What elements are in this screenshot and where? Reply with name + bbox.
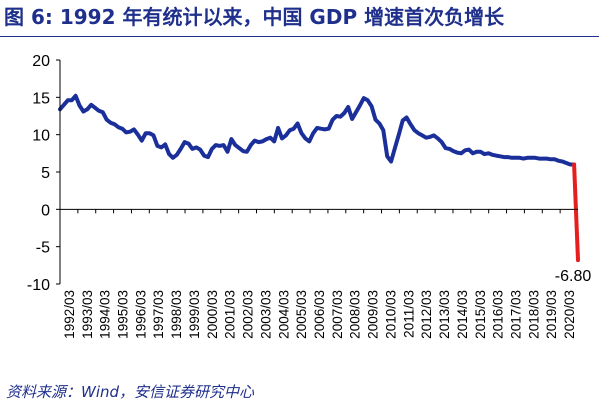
x-tick-label: 2019/03 — [544, 290, 559, 339]
x-tick-label: 2011/03 — [401, 290, 416, 338]
x-tick-label: 2018/03 — [526, 290, 541, 339]
x-tick-label: 1998/03 — [169, 290, 184, 339]
data-label-latest: -6.80 — [555, 268, 592, 285]
x-tick-label: 1997/03 — [151, 290, 166, 339]
gdp-growth-line-chart: -10 -5 0 5 10 15 20 1992/03 1993/03 1994/03 1995/… — [27, 53, 592, 339]
x-tick-label: 2000/03 — [205, 290, 220, 339]
x-tick-label: 2008/03 — [348, 290, 363, 339]
x-tick-label: 1999/03 — [187, 290, 202, 339]
x-tick-label: 2010/03 — [383, 290, 398, 339]
x-tick-label: 2015/03 — [473, 290, 488, 339]
x-tick-label: 2012/03 — [419, 290, 434, 339]
x-tick-label: 2020/03 — [562, 290, 577, 339]
x-tick-label: 2003/03 — [258, 290, 273, 339]
y-tick-label: 10 — [32, 128, 50, 145]
title-divider — [0, 36, 599, 37]
x-tick-label: 2009/03 — [366, 290, 381, 339]
x-tick-label: 2013/03 — [437, 290, 452, 339]
x-tick-label: 2006/03 — [312, 290, 327, 339]
y-tick-label: 20 — [32, 53, 50, 70]
y-tick-label: 15 — [32, 90, 50, 107]
x-tick-label: 1995/03 — [116, 290, 131, 339]
x-tick-label: 2007/03 — [330, 290, 345, 339]
x-tick-label: 1996/03 — [133, 290, 148, 339]
x-tick-label: 2016/03 — [491, 290, 506, 339]
y-tick-label: 0 — [41, 202, 50, 219]
x-tick-label: 2005/03 — [294, 290, 309, 339]
gdp-negative-segment — [572, 162, 580, 263]
x-tick-label: 2002/03 — [241, 290, 256, 339]
y-tick-label: -10 — [27, 277, 50, 294]
gdp-growth-line — [58, 93, 577, 167]
x-tick-label: 2004/03 — [276, 290, 291, 339]
x-tick-label: 1994/03 — [98, 290, 113, 339]
x-tick-label: 1992/03 — [62, 290, 77, 339]
y-tick-label: -5 — [36, 240, 50, 257]
y-tick-label: 5 — [41, 165, 50, 182]
source-note: 资料来源：Wind，安信证券研究中心 — [6, 383, 255, 401]
x-tick-label: 2017/03 — [508, 290, 523, 339]
x-tick-label: 1993/03 — [80, 290, 95, 339]
figure-title: 图 6: 1992 年有统计以来，中国 GDP 增速首次负增长 — [4, 5, 505, 29]
x-tick-label: 2001/03 — [223, 290, 238, 339]
x-tick-label: 2014/03 — [455, 290, 470, 339]
